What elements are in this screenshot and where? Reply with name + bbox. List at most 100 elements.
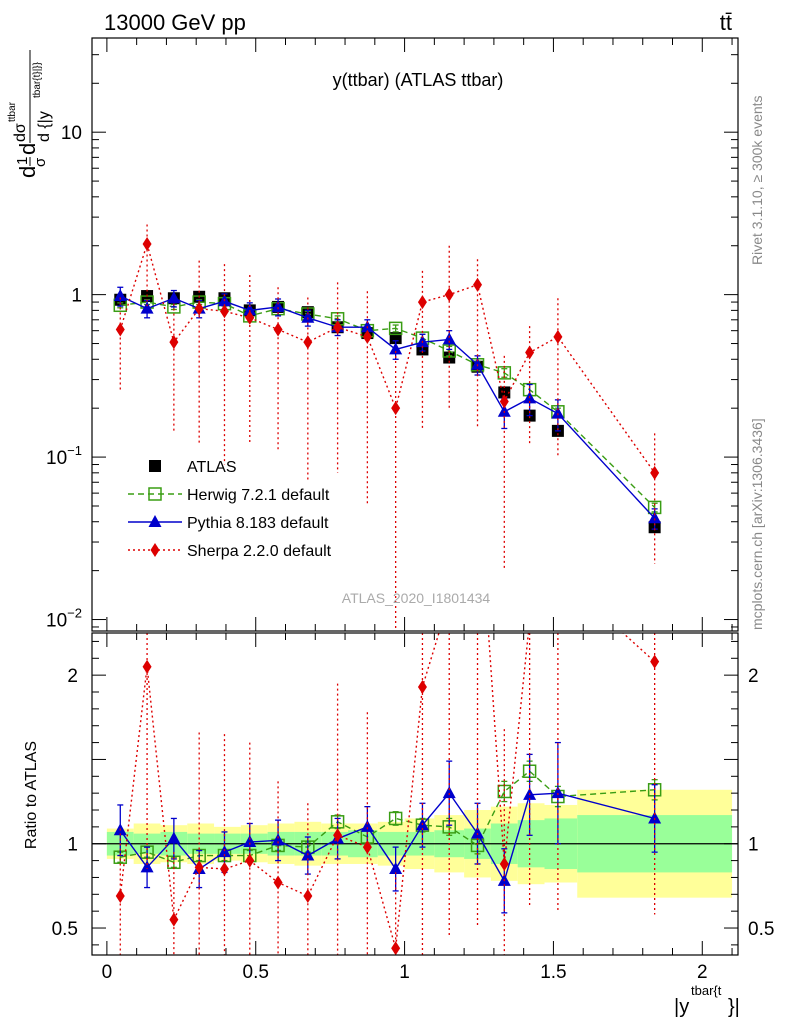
ylabel-one: 1 <box>14 157 31 165</box>
main-y-tick-label: 10−2 <box>46 606 82 632</box>
main-sherpa-point <box>444 287 454 302</box>
analysis-watermark: ATLAS_2020_I1801434 <box>342 590 491 606</box>
main-pythia-point <box>140 301 154 314</box>
ratio-y-tick-label-left: 2 <box>67 666 78 687</box>
ratio-sherpa-point <box>245 853 255 868</box>
main-series-layer <box>113 224 662 631</box>
ratio-sherpa-point <box>362 840 372 855</box>
main-pythia-point <box>301 310 315 323</box>
ratio-pythia-point <box>167 831 181 844</box>
ratio-sherpa-point <box>273 875 283 890</box>
energy-label: 13000 GeV pp <box>104 10 246 35</box>
ratio-sherpa-point <box>499 856 509 871</box>
ratio-pythia-point <box>389 862 403 875</box>
ratio-y-tick-label-right: 2 <box>748 666 759 687</box>
main-y-tick-label: 10 <box>61 123 82 144</box>
ratio-pythia-point <box>360 819 374 832</box>
main-sherpa-point <box>417 295 427 310</box>
main-sherpa-line <box>119 241 656 474</box>
ratio-y-tick-label-left: 1 <box>67 835 78 856</box>
ylabel-d: d <box>15 166 40 178</box>
ratio-herwig-line <box>120 770 655 864</box>
main-sherpa-point <box>553 329 563 344</box>
xlabel-abs-y: |y <box>674 996 689 1018</box>
ratio-sherpa-point <box>303 888 313 903</box>
ylabel-tbar-sup: tbar{t}|}} <box>32 61 43 98</box>
ylabel-sigma: σ <box>32 157 49 167</box>
main-sherpa-point <box>391 401 401 416</box>
legend: ATLAS Herwig 7.2.1 default Pythia 8.183 de… <box>128 459 332 560</box>
ratio-axes: 0.5 0.5 1 1 2 2 0 0.5 1 1.5 2 <box>52 633 774 983</box>
legend-herwig-label: Herwig 7.2.1 default <box>187 487 330 504</box>
ratio-pythia-point <box>243 835 257 848</box>
ratio-pythia-point <box>648 811 662 824</box>
main-y-axis: 10−2 10−1 1 10 <box>46 38 738 632</box>
ratio-sherpa-point <box>115 888 125 903</box>
ratio-pythia-point <box>140 860 154 873</box>
main-pythia-point <box>271 299 285 312</box>
ratio-ylabel: Ratio to ATLAS <box>23 741 40 849</box>
ratio-sherpa-point <box>391 941 401 956</box>
main-sherpa-point <box>142 236 152 251</box>
xlabel-sup: tbar{t <box>691 983 722 998</box>
main-sherpa-point <box>525 345 535 360</box>
x-tick-label: 1.5 <box>540 962 566 983</box>
legend-atlas-marker <box>149 460 161 472</box>
main-pythia-point <box>442 332 456 345</box>
ratio-y-tick-label-right: 1 <box>748 835 759 856</box>
main-sherpa-point <box>273 322 283 337</box>
main-sherpa-point <box>362 329 372 344</box>
main-y-tick-label: 1 <box>71 286 82 307</box>
xlabel-close: }| <box>728 996 740 1018</box>
process-label: tt̄ <box>720 10 732 35</box>
main-pythia-point <box>551 406 565 419</box>
ratio-y-tick-label-left: 0.5 <box>52 919 78 940</box>
ratio-sherpa-point <box>142 659 152 674</box>
main-pythia-point <box>648 511 662 524</box>
main-ylabel: d 1 σ d dσ ttbar d {|y tbar{t}|}} <box>7 50 53 178</box>
legend-pythia-label: Pythia 8.183 default <box>187 515 329 532</box>
ratio-pythia-point <box>471 826 485 839</box>
ratio-plot-frame <box>91 632 739 956</box>
x-tick-label: 0 <box>102 962 113 983</box>
ratio-pythia-point <box>271 833 285 846</box>
ratio-series-layer <box>113 633 662 956</box>
ratio-sherpa-point <box>650 654 660 669</box>
main-pythia-point <box>497 404 511 417</box>
ratio-sherpa-point <box>169 912 179 927</box>
mcplots-label: mcplots.cern.ch [arXiv:1306.3436] <box>749 418 765 630</box>
ratio-sherpa-point <box>333 828 343 843</box>
main-herwig-point <box>388 321 403 336</box>
ratio-sherpa-point <box>417 679 427 694</box>
ratio-pythia-point <box>217 845 231 858</box>
main-pythia-point <box>389 342 403 355</box>
legend-herwig-marker <box>148 487 162 501</box>
legend-atlas-label: ATLAS <box>187 459 237 476</box>
main-pythia-point <box>113 289 127 302</box>
main-sherpa-point <box>169 335 179 350</box>
ratio-herwig-point <box>388 811 403 826</box>
ratio-pythia-point <box>551 786 565 799</box>
ratio-sherpa-point <box>219 862 229 877</box>
main-herwig-line <box>120 301 656 508</box>
main-sherpa-point <box>219 304 229 319</box>
x-tick-label: 2 <box>697 962 708 983</box>
main-sherpa-point <box>194 301 204 316</box>
ylabel-dsigma: dσ <box>12 123 29 142</box>
main-sherpa-point <box>115 322 125 337</box>
legend-pythia-marker <box>148 515 162 527</box>
x-axis-label: |y tbar{t }| <box>674 983 740 1018</box>
rivet-label: Rivet 3.1.10, ≥ 300k events <box>749 95 765 265</box>
main-pythia-point <box>243 303 257 316</box>
ratio-sherpa-point <box>194 860 204 875</box>
main-sherpa-point <box>499 394 509 409</box>
plot-title: y(ttbar) (ATLAS ttbar) <box>333 70 504 90</box>
x-tick-label: 0.5 <box>243 962 269 983</box>
main-sherpa-point <box>303 335 313 350</box>
legend-sherpa-marker <box>150 543 160 557</box>
x-tick-label: 1 <box>399 962 410 983</box>
ratio-y-tick-label-right: 0.5 <box>748 919 774 940</box>
ylabel-denominator: d {|y <box>36 111 53 142</box>
main-sherpa-point <box>245 310 255 325</box>
